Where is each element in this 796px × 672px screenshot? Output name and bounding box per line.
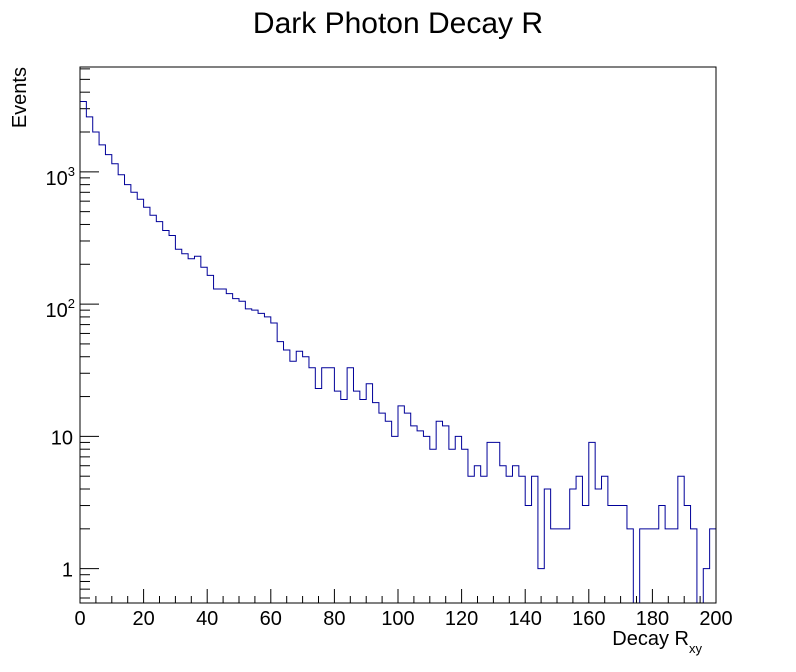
y-tick-label-base: 10 <box>46 300 68 322</box>
x-axis-label-text: Decay R <box>612 628 689 650</box>
x-tick-label: 80 <box>323 608 345 630</box>
y-tick-label-exponent: 2 <box>68 296 75 311</box>
x-tick-label: 0 <box>74 608 85 630</box>
x-tick-label: 200 <box>699 608 732 630</box>
chart-title: Dark Photon Decay R <box>253 7 543 40</box>
x-tick-label: 140 <box>509 608 542 630</box>
x-tick-label: 120 <box>445 608 478 630</box>
x-tick-label: 100 <box>381 608 414 630</box>
x-tick-label: 20 <box>132 608 154 630</box>
x-tick-label: 40 <box>196 608 218 630</box>
y-tick-label-base: 10 <box>46 168 68 190</box>
plot-frame <box>79 66 717 604</box>
y-tick-label: 103 <box>46 164 75 190</box>
y-tick-label-exponent: 3 <box>68 164 75 179</box>
x-tick-label: 160 <box>572 608 605 630</box>
x-tick-labels: 0 20 40 60 80 100 120 140 160 180 200 <box>74 608 732 630</box>
y-tick-label: 102 <box>46 296 75 322</box>
histogram-series <box>79 101 716 604</box>
x-axis-label-subscript: xy <box>689 641 703 656</box>
y-axis-label: Events <box>9 67 31 128</box>
x-axis-label: Decay Rxy <box>612 628 702 656</box>
x-tick-label: 60 <box>260 608 282 630</box>
ticks-layer <box>79 68 717 603</box>
x-tick-label: 180 <box>636 608 669 630</box>
y-tick-label: 10 <box>51 427 73 449</box>
y-tick-label: 1 <box>62 560 73 582</box>
